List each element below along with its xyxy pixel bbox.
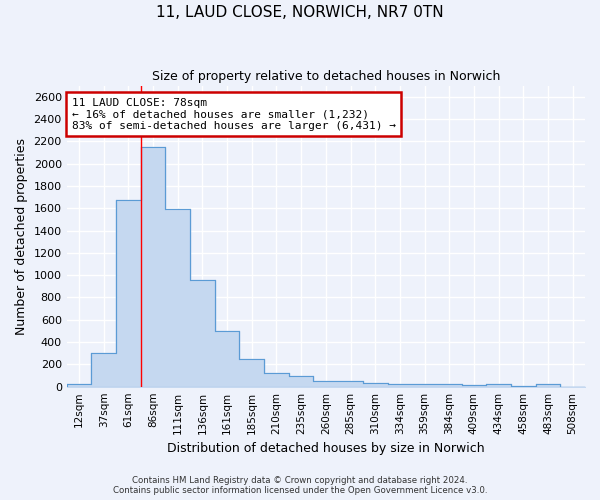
Title: Size of property relative to detached houses in Norwich: Size of property relative to detached ho…	[152, 70, 500, 83]
X-axis label: Distribution of detached houses by size in Norwich: Distribution of detached houses by size …	[167, 442, 485, 455]
Text: 11, LAUD CLOSE, NORWICH, NR7 0TN: 11, LAUD CLOSE, NORWICH, NR7 0TN	[156, 5, 444, 20]
Text: 11 LAUD CLOSE: 78sqm
← 16% of detached houses are smaller (1,232)
83% of semi-de: 11 LAUD CLOSE: 78sqm ← 16% of detached h…	[72, 98, 396, 131]
Y-axis label: Number of detached properties: Number of detached properties	[15, 138, 28, 334]
Text: Contains HM Land Registry data © Crown copyright and database right 2024.
Contai: Contains HM Land Registry data © Crown c…	[113, 476, 487, 495]
